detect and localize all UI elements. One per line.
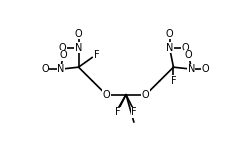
Text: F: F xyxy=(115,107,121,117)
Text: F: F xyxy=(93,50,99,60)
Text: N: N xyxy=(187,64,195,74)
Text: O: O xyxy=(102,90,110,100)
Text: N: N xyxy=(75,43,82,52)
Text: O: O xyxy=(41,64,49,74)
Text: O: O xyxy=(166,29,173,39)
Text: F: F xyxy=(131,107,137,117)
Text: F: F xyxy=(171,76,176,86)
Text: O: O xyxy=(142,90,150,100)
Text: O: O xyxy=(59,43,67,52)
Text: N: N xyxy=(57,64,65,74)
Text: O: O xyxy=(184,50,192,60)
Text: N: N xyxy=(166,43,173,52)
Text: O: O xyxy=(201,64,209,74)
Text: O: O xyxy=(181,43,189,52)
Text: O: O xyxy=(75,29,82,39)
Text: O: O xyxy=(60,50,68,60)
